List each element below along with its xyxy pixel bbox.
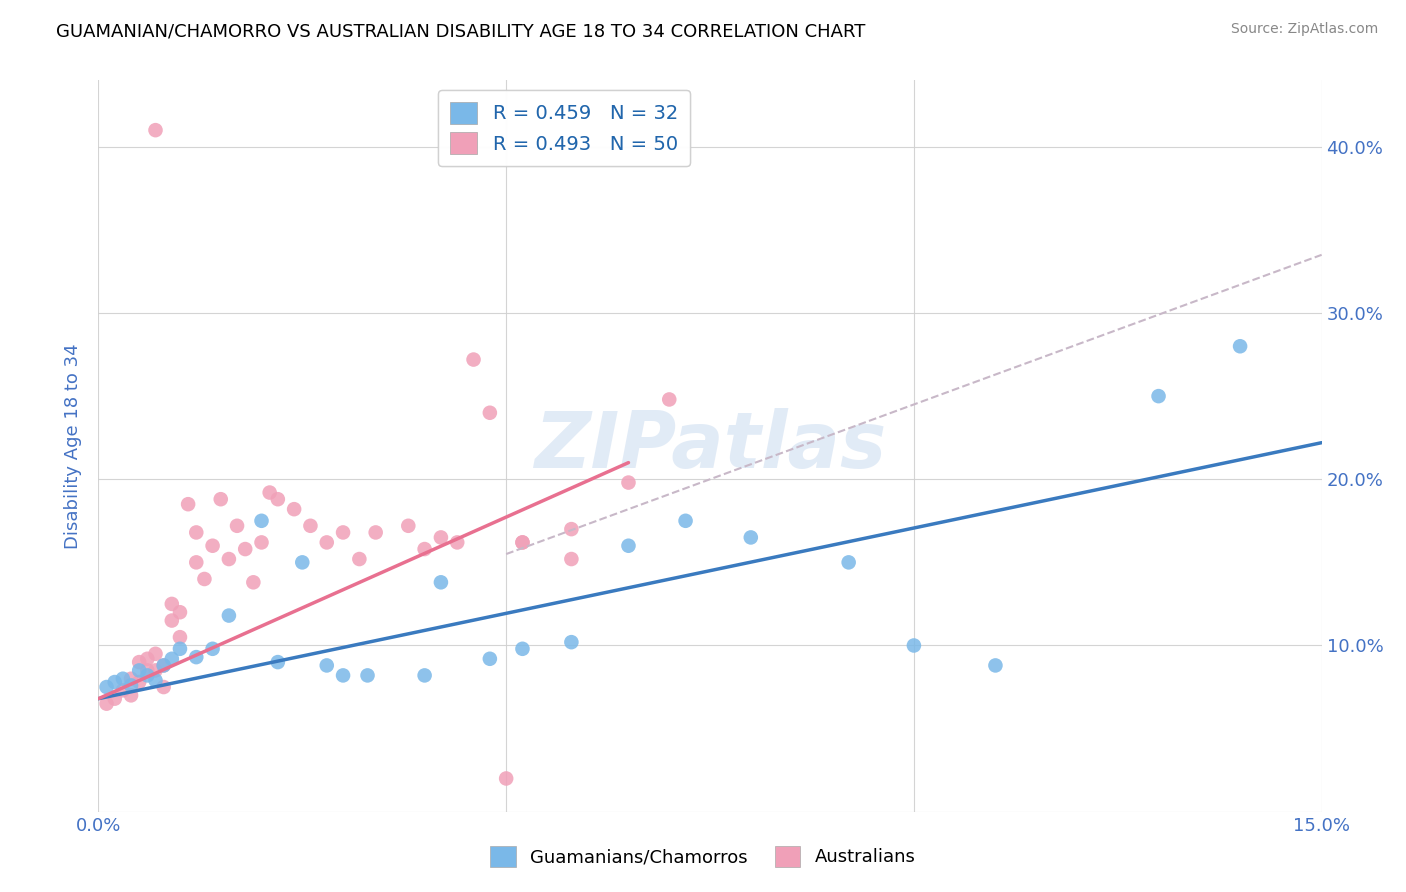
Point [332,668,354,682]
Point [136,668,159,682]
Point [903,639,925,653]
Point [160,652,183,666]
Point [160,597,183,611]
Point [1229,339,1251,353]
Point [186,650,208,665]
Point [617,539,640,553]
Point [128,675,150,690]
Point [177,497,200,511]
Point [145,647,167,661]
Point [364,525,387,540]
Point [446,535,468,549]
Point [259,485,281,500]
Point [152,658,174,673]
Y-axis label: Disability Age 18 to 34: Disability Age 18 to 34 [65,343,83,549]
Point [186,555,208,569]
Point [267,655,290,669]
Legend: R = 0.459   N = 32, R = 0.493   N = 50: R = 0.459 N = 32, R = 0.493 N = 50 [439,90,690,166]
Point [512,535,534,549]
Point [145,673,167,688]
Point [120,672,142,686]
Point [560,635,582,649]
Point [104,675,127,690]
Point [186,525,208,540]
Point [145,664,167,678]
Point [96,697,118,711]
Point [478,652,501,666]
Point [145,123,167,137]
Point [299,518,322,533]
Point [332,525,354,540]
Point [315,535,337,549]
Point [120,678,142,692]
Point [111,672,134,686]
Point [512,535,534,549]
Text: GUAMANIAN/CHAMORRO VS AUSTRALIAN DISABILITY AGE 18 TO 34 CORRELATION CHART: GUAMANIAN/CHAMORRO VS AUSTRALIAN DISABIL… [56,22,866,40]
Legend: Guamanians/Chamorros, Australians: Guamanians/Chamorros, Australians [484,838,922,874]
Point [128,655,150,669]
Point [560,522,582,536]
Point [658,392,681,407]
Point [349,552,371,566]
Point [617,475,640,490]
Point [193,572,215,586]
Point [136,664,159,678]
Point [740,530,762,544]
Point [838,555,860,569]
Point [209,492,232,507]
Point [160,614,183,628]
Text: Source: ZipAtlas.com: Source: ZipAtlas.com [1230,22,1378,37]
Point [267,492,290,507]
Point [291,555,314,569]
Point [218,608,240,623]
Point [512,641,534,656]
Point [396,518,419,533]
Point [242,575,264,590]
Point [430,530,453,544]
Point [413,542,436,557]
Point [413,668,436,682]
Point [1147,389,1170,403]
Point [169,641,191,656]
Point [201,641,224,656]
Point [315,658,337,673]
Point [430,575,453,590]
Point [152,680,174,694]
Point [169,630,191,644]
Point [356,668,378,682]
Text: ZIPatlas: ZIPatlas [534,408,886,484]
Point [201,539,224,553]
Point [560,552,582,566]
Point [250,535,273,549]
Point [233,542,256,557]
Point [463,352,485,367]
Point [136,652,159,666]
Point [495,772,517,786]
Point [218,552,240,566]
Point [675,514,697,528]
Point [104,691,127,706]
Point [120,689,142,703]
Point [128,664,150,678]
Point [152,658,174,673]
Point [283,502,305,516]
Point [226,518,249,533]
Point [250,514,273,528]
Point [478,406,501,420]
Point [984,658,1007,673]
Point [111,683,134,698]
Point [96,680,118,694]
Point [169,605,191,619]
